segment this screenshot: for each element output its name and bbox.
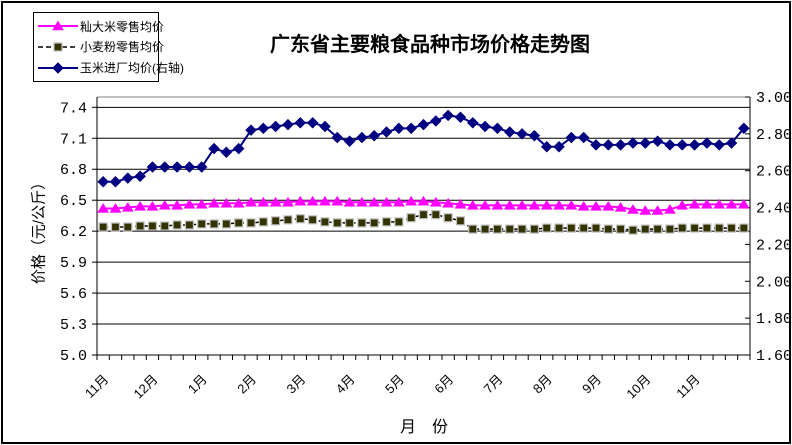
svg-text:1.60: 1.60 xyxy=(756,348,792,365)
svg-text:6月: 6月 xyxy=(431,372,456,397)
svg-text:5.6: 5.6 xyxy=(60,286,87,303)
svg-text:1.80: 1.80 xyxy=(756,311,792,328)
svg-text:4月: 4月 xyxy=(333,372,358,397)
svg-text:2.80: 2.80 xyxy=(756,127,792,144)
legend-glyph-corn xyxy=(38,61,78,74)
legend-label-corn: 玉米进厂均价(右轴) xyxy=(80,61,184,76)
svg-text:2.00: 2.00 xyxy=(756,274,792,291)
svg-text:5.9: 5.9 xyxy=(60,255,87,272)
legend-item-rice: 籼大米零售均价 xyxy=(38,17,164,35)
svg-text:3.00: 3.00 xyxy=(756,90,792,107)
svg-text:11月: 11月 xyxy=(82,372,111,401)
svg-text:5.3: 5.3 xyxy=(60,317,87,334)
svg-text:6.8: 6.8 xyxy=(60,162,87,179)
svg-text:11月: 11月 xyxy=(673,372,702,401)
svg-text:2.40: 2.40 xyxy=(756,201,792,218)
svg-text:6.5: 6.5 xyxy=(60,193,87,210)
svg-text:2月: 2月 xyxy=(234,372,259,397)
svg-text:2.60: 2.60 xyxy=(756,164,792,181)
svg-text:1月: 1月 xyxy=(185,372,210,397)
legend-item-corn: 玉米进厂均价(右轴) xyxy=(38,59,184,77)
svg-text:8月: 8月 xyxy=(530,372,555,397)
svg-text:3月: 3月 xyxy=(283,372,308,397)
svg-text:5月: 5月 xyxy=(382,372,407,397)
legend-glyph-rice xyxy=(38,20,78,31)
left-axis-title: 价格（元/公斤） xyxy=(30,174,48,285)
svg-text:7.4: 7.4 xyxy=(60,100,87,117)
svg-text:5.0: 5.0 xyxy=(60,348,87,365)
x-axis-title: 月 份 xyxy=(399,419,449,436)
legend-label-rice: 籼大米零售均价 xyxy=(80,19,165,34)
svg-text:9月: 9月 xyxy=(579,372,604,397)
legend: 籼大米零售均价 小麦粉零售均价 玉米进厂均价(右轴) xyxy=(33,12,184,82)
svg-text:7月: 7月 xyxy=(481,372,506,397)
legend-glyph-wheat xyxy=(38,42,78,52)
chart-title: 广东省主要粮食品种市场价格走势图 xyxy=(270,34,590,56)
svg-text:2.20: 2.20 xyxy=(756,237,792,254)
svg-text:12月: 12月 xyxy=(131,372,161,402)
legend-label-wheat: 小麦粉零售均价 xyxy=(80,40,165,55)
svg-text:10月: 10月 xyxy=(623,372,653,402)
svg-text:6.2: 6.2 xyxy=(60,224,87,241)
legend-item-wheat: 小麦粉零售均价 xyxy=(38,38,164,56)
svg-text:7.1: 7.1 xyxy=(60,131,87,148)
